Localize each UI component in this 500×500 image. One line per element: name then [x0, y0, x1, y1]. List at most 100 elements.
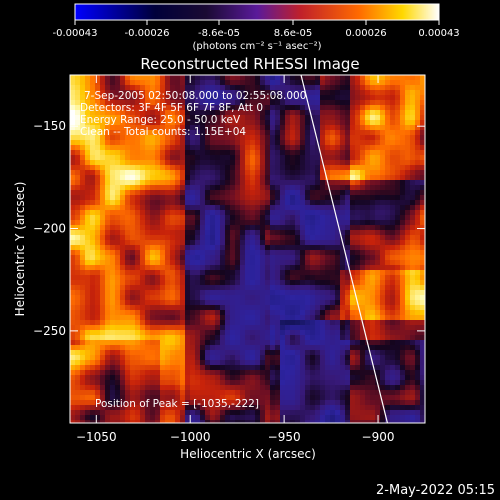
- heatmap-cell: [175, 340, 180, 345]
- heatmap-cell: [240, 135, 245, 140]
- heatmap-cell: [225, 380, 230, 385]
- heatmap-cell: [420, 275, 425, 280]
- heatmap-cell: [195, 165, 200, 170]
- heatmap-cell: [335, 250, 340, 255]
- heatmap-cell: [350, 420, 355, 423]
- heatmap-cell: [240, 310, 245, 315]
- heatmap-cell: [415, 300, 420, 305]
- heatmap-cell: [260, 370, 265, 375]
- heatmap-cell: [165, 205, 170, 210]
- heatmap-cell: [165, 175, 170, 180]
- heatmap-cell: [115, 115, 120, 120]
- heatmap-cell: [210, 215, 215, 220]
- heatmap-cell: [125, 360, 130, 365]
- heatmap-cell: [180, 155, 185, 160]
- heatmap-cell: [380, 250, 385, 255]
- heatmap-cell: [220, 215, 225, 220]
- heatmap-cell: [335, 120, 340, 125]
- heatmap-cell: [165, 305, 170, 310]
- heatmap-cell: [285, 205, 290, 210]
- heatmap-cell: [105, 75, 110, 80]
- heatmap-cell: [335, 265, 340, 270]
- heatmap-cell: [280, 340, 285, 345]
- heatmap-cell: [295, 130, 300, 135]
- heatmap-cell: [190, 290, 195, 295]
- heatmap-cell: [85, 325, 90, 330]
- heatmap-cell: [165, 350, 170, 355]
- heatmap-cell: [360, 315, 365, 320]
- heatmap-cell: [320, 120, 325, 125]
- heatmap-cell: [255, 225, 260, 230]
- heatmap-cell: [75, 260, 80, 265]
- heatmap-cell: [360, 415, 365, 420]
- heatmap-cell: [120, 215, 125, 220]
- heatmap-cell: [410, 320, 415, 325]
- heatmap-cell: [195, 285, 200, 290]
- heatmap-cell: [220, 140, 225, 145]
- heatmap-cell: [195, 375, 200, 380]
- heatmap-cell: [170, 275, 175, 280]
- heatmap-cell: [115, 280, 120, 285]
- heatmap-cell: [270, 110, 275, 115]
- heatmap-cell: [225, 225, 230, 230]
- heatmap-cell: [95, 405, 100, 410]
- heatmap-cell: [195, 295, 200, 300]
- heatmap-cell: [295, 395, 300, 400]
- heatmap-cell: [400, 80, 405, 85]
- heatmap-cell: [255, 340, 260, 345]
- heatmap-cell: [250, 415, 255, 420]
- heatmap-cell: [350, 255, 355, 260]
- heatmap-cell: [135, 150, 140, 155]
- heatmap-cell: [135, 295, 140, 300]
- heatmap-cell: [385, 230, 390, 235]
- heatmap-cell: [360, 170, 365, 175]
- heatmap-cell: [350, 115, 355, 120]
- heatmap-cell: [90, 385, 95, 390]
- heatmap-cell: [335, 195, 340, 200]
- heatmap-cell: [350, 190, 355, 195]
- heatmap-cell: [125, 420, 130, 423]
- heatmap-cell: [130, 325, 135, 330]
- heatmap-cell: [310, 170, 315, 175]
- heatmap-cell: [305, 215, 310, 220]
- heatmap-cell: [295, 215, 300, 220]
- heatmap-cell: [70, 185, 75, 190]
- heatmap-cell: [150, 280, 155, 285]
- heatmap-cell: [135, 155, 140, 160]
- heatmap-cell: [350, 360, 355, 365]
- heatmap-cell: [340, 80, 345, 85]
- heatmap-cell: [345, 175, 350, 180]
- heatmap-cell: [205, 155, 210, 160]
- heatmap-cell: [145, 230, 150, 235]
- heatmap-cell: [390, 285, 395, 290]
- heatmap-cell: [350, 110, 355, 115]
- heatmap-cell: [365, 260, 370, 265]
- heatmap-cell: [335, 275, 340, 280]
- heatmap-cell: [340, 90, 345, 95]
- heatmap-cell: [315, 355, 320, 360]
- heatmap-cell: [75, 325, 80, 330]
- heatmap-cell: [265, 370, 270, 375]
- heatmap-cell: [420, 185, 425, 190]
- heatmap-cell: [360, 400, 365, 405]
- heatmap-cell: [225, 205, 230, 210]
- heatmap-cell: [380, 315, 385, 320]
- heatmap-cell: [85, 125, 90, 130]
- heatmap-cell: [80, 315, 85, 320]
- heatmap-cell: [280, 245, 285, 250]
- heatmap-cell: [125, 195, 130, 200]
- heatmap-cell: [200, 245, 205, 250]
- heatmap-cell: [380, 220, 385, 225]
- heatmap-cell: [90, 310, 95, 315]
- heatmap-cell: [405, 120, 410, 125]
- heatmap-cell: [235, 390, 240, 395]
- heatmap-cell: [225, 365, 230, 370]
- heatmap-cell: [295, 415, 300, 420]
- heatmap-cell: [375, 360, 380, 365]
- heatmap-cell: [335, 385, 340, 390]
- heatmap-cell: [230, 145, 235, 150]
- heatmap-cell: [205, 190, 210, 195]
- heatmap-cell: [305, 125, 310, 130]
- heatmap-cell: [375, 270, 380, 275]
- heatmap-cell: [385, 410, 390, 415]
